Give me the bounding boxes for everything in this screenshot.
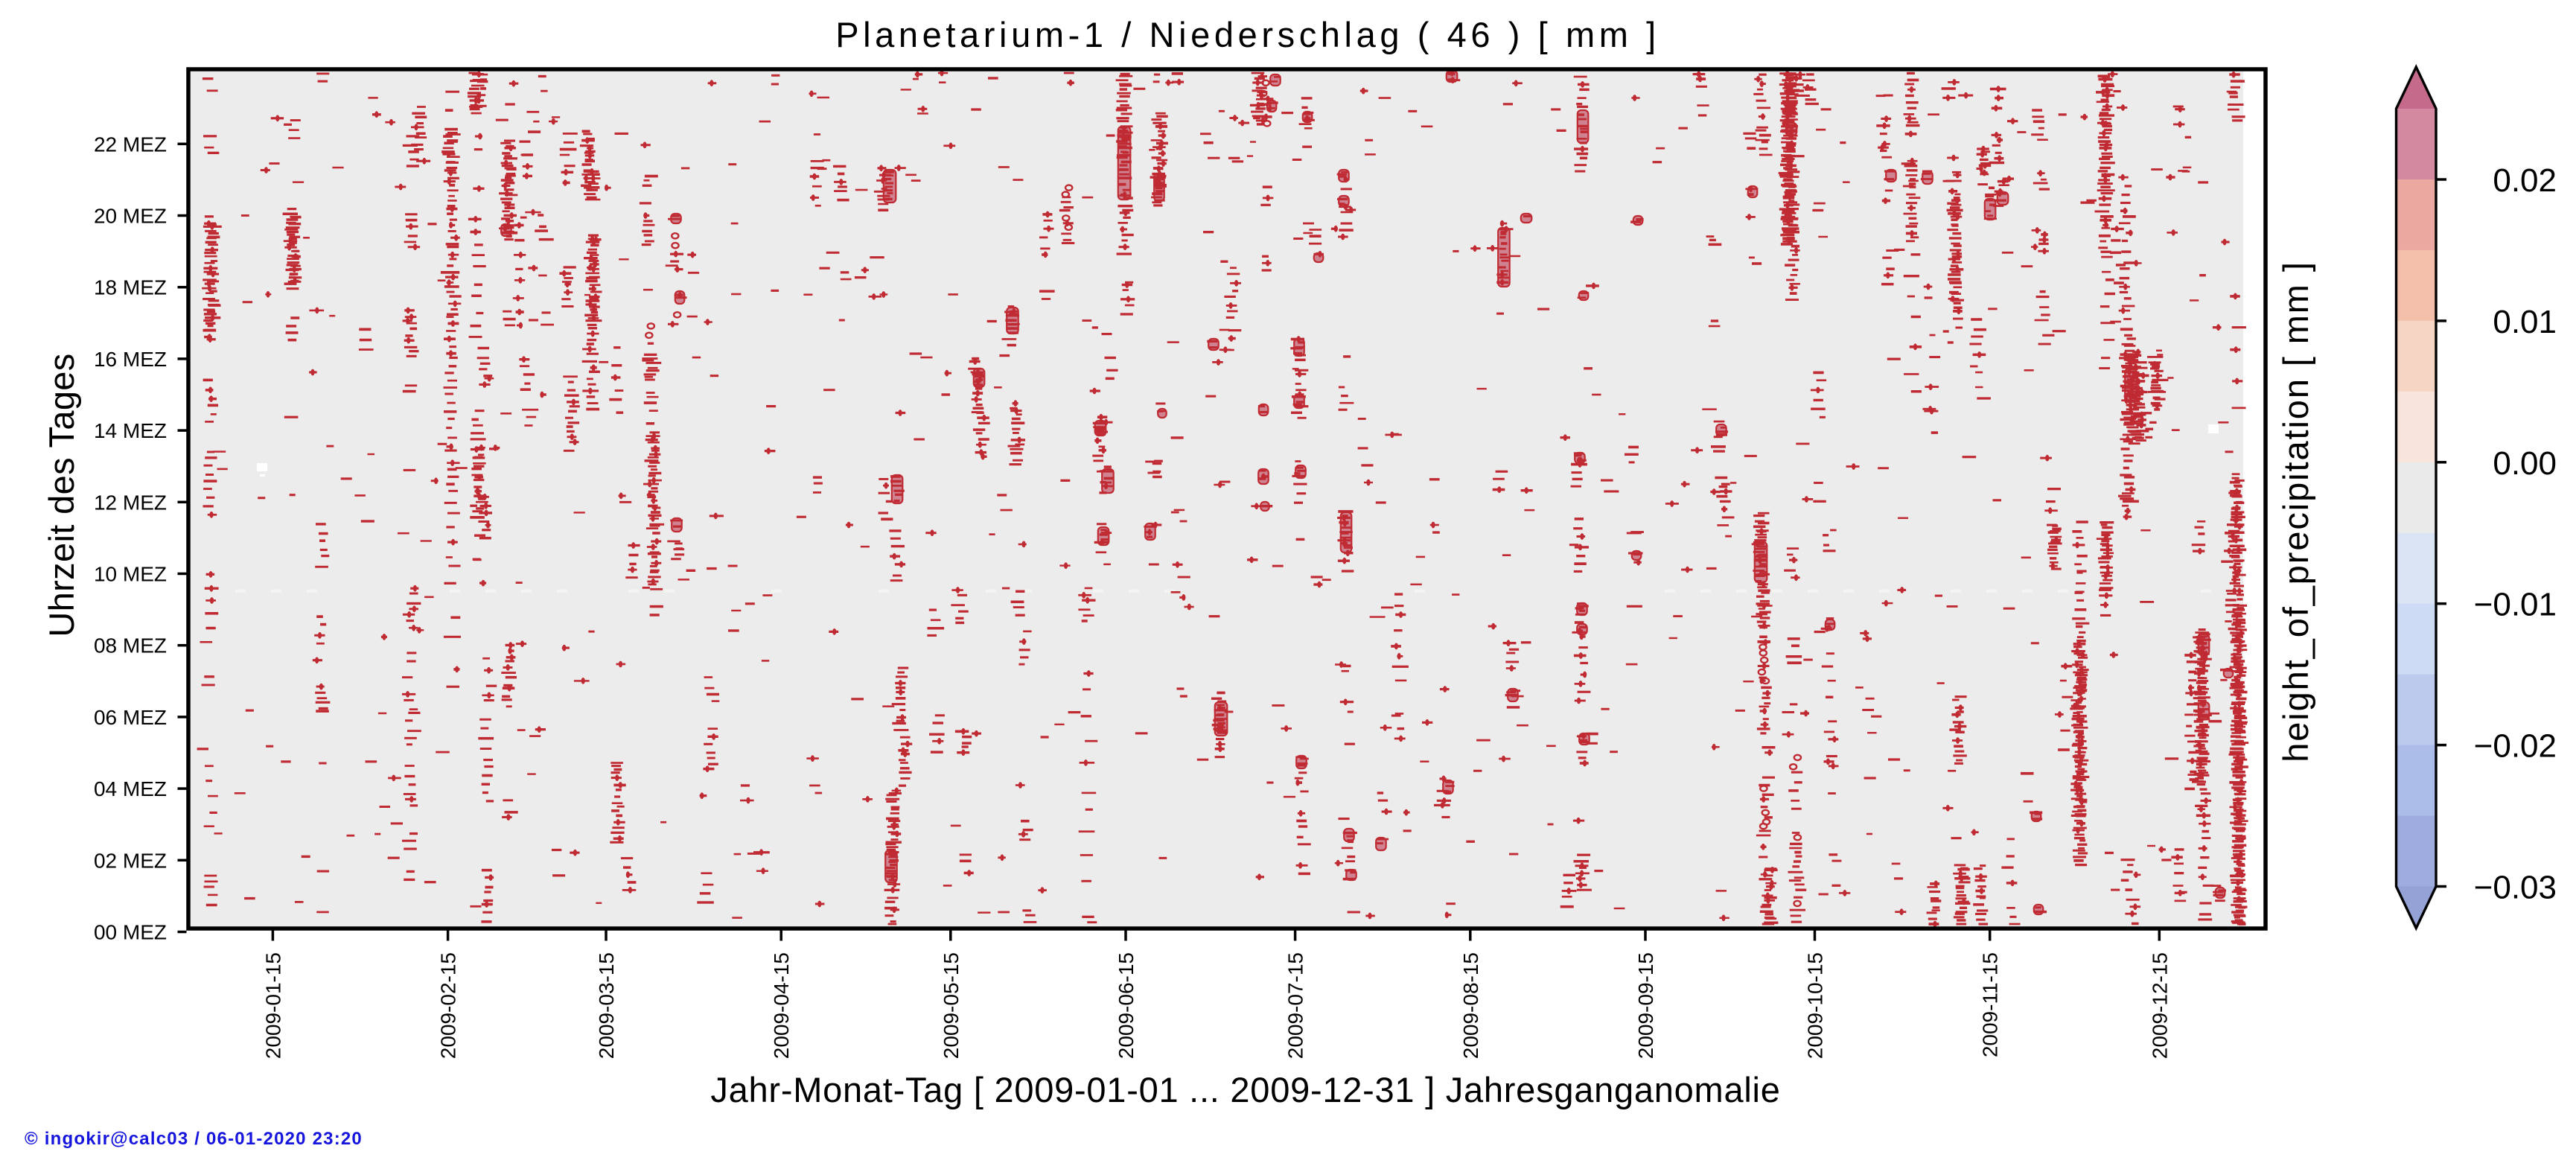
svg-text:20 MEZ: 20 MEZ (94, 205, 167, 228)
svg-text:18 MEZ: 18 MEZ (94, 276, 167, 299)
svg-text:0.01: 0.01 (2493, 304, 2557, 340)
svg-text:0.00: 0.00 (2493, 445, 2557, 482)
svg-text:2009-10-15: 2009-10-15 (1804, 952, 1827, 1059)
svg-text:06 MEZ: 06 MEZ (94, 706, 167, 729)
svg-text:00 MEZ: 00 MEZ (94, 921, 167, 944)
svg-text:14 MEZ: 14 MEZ (94, 419, 167, 442)
svg-text:2009-03-15: 2009-03-15 (595, 952, 618, 1059)
svg-text:2009-07-15: 2009-07-15 (1284, 952, 1307, 1059)
svg-text:16 MEZ: 16 MEZ (94, 348, 167, 371)
svg-text:−0.01: −0.01 (2474, 587, 2557, 623)
svg-text:0.02: 0.02 (2493, 162, 2557, 199)
svg-text:2009-01-15: 2009-01-15 (261, 952, 284, 1059)
svg-text:2009-04-15: 2009-04-15 (770, 952, 793, 1059)
svg-text:02 MEZ: 02 MEZ (94, 849, 167, 872)
svg-text:2009-05-15: 2009-05-15 (940, 952, 963, 1059)
svg-text:2009-09-15: 2009-09-15 (1634, 952, 1657, 1059)
svg-text:04 MEZ: 04 MEZ (94, 777, 167, 800)
svg-text:Uhrzeit des Tages: Uhrzeit des Tages (42, 353, 81, 637)
svg-text:2009-08-15: 2009-08-15 (1459, 952, 1482, 1059)
svg-text:Jahr-Monat-Tag [ 2009-01-01 ..: Jahr-Monat-Tag [ 2009-01-01 ... 2009-12-… (710, 1070, 1780, 1109)
svg-text:2009-12-15: 2009-12-15 (2148, 952, 2171, 1059)
svg-text:2009-11-15: 2009-11-15 (1979, 952, 2002, 1057)
svg-text:−0.02: −0.02 (2474, 728, 2557, 765)
svg-text:08 MEZ: 08 MEZ (94, 634, 167, 657)
svg-text:12 MEZ: 12 MEZ (94, 491, 167, 514)
svg-text:© ingokir@calc03 / 06-01-2020: © ingokir@calc03 / 06-01-2020 23:20 (25, 1129, 363, 1149)
svg-text:10 MEZ: 10 MEZ (94, 563, 167, 586)
svg-text:2009-02-15: 2009-02-15 (437, 952, 460, 1059)
svg-text:Planetarium-1 / Niederschlag (: Planetarium-1 / Niederschlag ( 46 ) [ mm… (835, 15, 1660, 54)
svg-text:−0.03: −0.03 (2474, 870, 2557, 906)
svg-text:height_of_precipitation [ mm ]: height_of_precipitation [ mm ] (2276, 261, 2315, 762)
svg-text:2009-06-15: 2009-06-15 (1115, 952, 1138, 1059)
svg-text:22 MEZ: 22 MEZ (94, 133, 167, 156)
